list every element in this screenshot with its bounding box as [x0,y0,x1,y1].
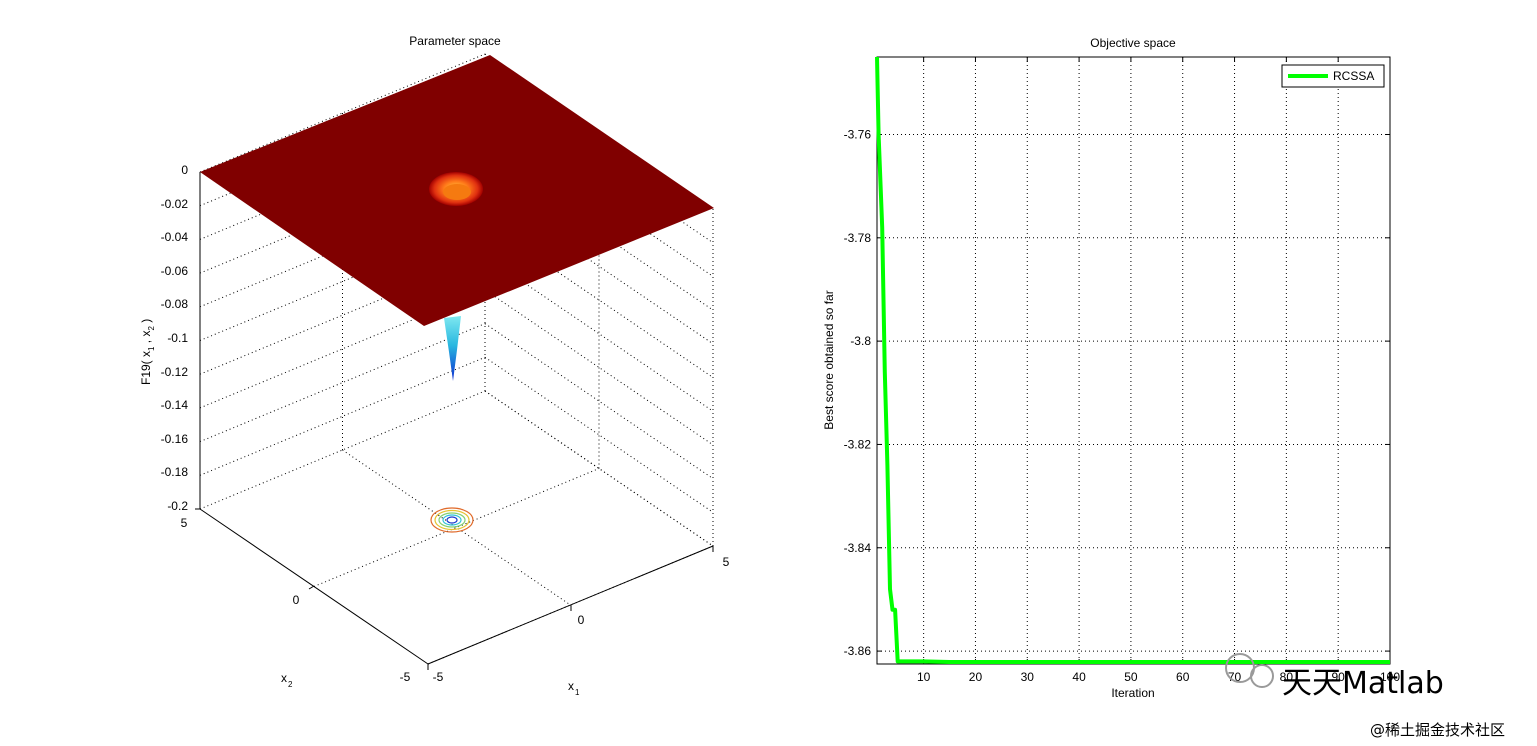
x-tick-label: 90 [1332,670,1346,684]
grid-line [484,356,714,513]
z-tick-label: -0.06 [161,264,189,278]
contour-ring [442,514,462,526]
objective-space-plot: Objective space 10 20 30 40 50 60 70 80 90 100 -3… [822,36,1400,700]
watermark: 天天Matlab @稀土掘金技术社区 [1225,653,1505,739]
x-tick-label: 70 [1228,670,1242,684]
surface-funnel [444,316,461,381]
contour-ring [446,516,458,524]
z-tick-label: -0.1 [167,331,188,345]
floor-contours [430,507,474,533]
y-tick-label: -3.76 [844,127,872,141]
x-tick-label: 50 [1124,670,1138,684]
x-tick-label: 30 [1021,670,1035,684]
y-tick-label: -3.8 [850,334,871,348]
z-tick-label: -0.04 [161,230,189,244]
x1-axis-label: x 1 [568,679,580,697]
y-tick-label: -3.84 [844,541,872,555]
svg-text:2: 2 [288,680,293,689]
grid-line [484,289,714,446]
right-title: Objective space [1090,36,1176,50]
watermark-text: 天天Matlab [1282,666,1444,701]
wechat-icon-small [1250,664,1274,688]
right-axes-box [876,56,1391,665]
left-ticks [195,508,714,670]
x-tick-label: 0 [578,613,585,627]
legend: RCSSA [1281,64,1385,88]
contour-ring [438,512,466,528]
x-tick-label: 80 [1280,670,1294,684]
svg-text:1: 1 [575,688,580,697]
y-tick-label: 5 [181,516,188,530]
svg-text:x: x [281,671,287,685]
x-tick-label: 40 [1072,670,1086,684]
x-tick-label: 100 [1380,670,1400,684]
legend-box [1281,64,1385,88]
z-tick-label: -0.08 [161,297,189,311]
grid-line [199,356,486,476]
z-axis-label: F19( x1 , x2 ) [139,319,156,385]
z-tick-label: -0.2 [167,499,188,513]
rcssa-line [875,56,1390,664]
z-tick-label: -0.12 [161,365,189,379]
y-tick-label: -3.78 [844,231,872,245]
contour-ring [434,509,470,531]
grid-line [484,323,714,480]
y-tick-label: -3.86 [844,644,872,658]
z-tick-label: 0 [181,163,188,177]
contour-ring [430,507,474,533]
z-tick-label: -0.02 [161,197,189,211]
watermark-sub: @稀土掘金技术社区 [1370,721,1505,739]
x-tick-label: 60 [1176,670,1190,684]
y-tick-label: -3.82 [844,437,872,451]
right-grid [877,57,1390,664]
z-tick-label: -0.18 [161,465,189,479]
right-x-axis-label: Iteration [1111,686,1154,700]
svg-text:F19( x1 , x2 ): F19( x1 , x2 ) [139,319,156,385]
right-x-tick-labels: 10 20 30 40 50 60 70 80 90 100 [917,670,1400,684]
x-tick-label: 20 [969,670,983,684]
x-tick-label: 10 [917,670,931,684]
right-y-tick-labels: -3.76 -3.78 -3.8 -3.82 -3.84 -3.86 [844,127,872,658]
svg-text:x: x [568,679,574,693]
left-title: Parameter space [409,34,501,48]
x2-axis-label: x 2 [281,671,293,689]
y-tick-label: -5 [400,670,411,684]
z-tick-label: -0.14 [161,398,189,412]
legend-label: RCSSA [1333,69,1374,83]
parameter-space-plot: Parameter space 0 -0.02 -0.04 -0.06 -0.0… [139,34,730,697]
z-tick-label: -0.16 [161,432,189,446]
x-tick-label: -5 [433,670,444,684]
right-y-axis-label: Best score obtained so far [822,290,836,429]
z-tick-labels: 0 -0.02 -0.04 -0.06 -0.08 -0.1 -0.12 -0.… [161,163,189,513]
y-tick-label: 0 [293,593,300,607]
surface-well-core [443,184,471,200]
grid-line [342,449,571,606]
x-tick-label: 5 [723,555,730,569]
grid-line [313,468,600,587]
